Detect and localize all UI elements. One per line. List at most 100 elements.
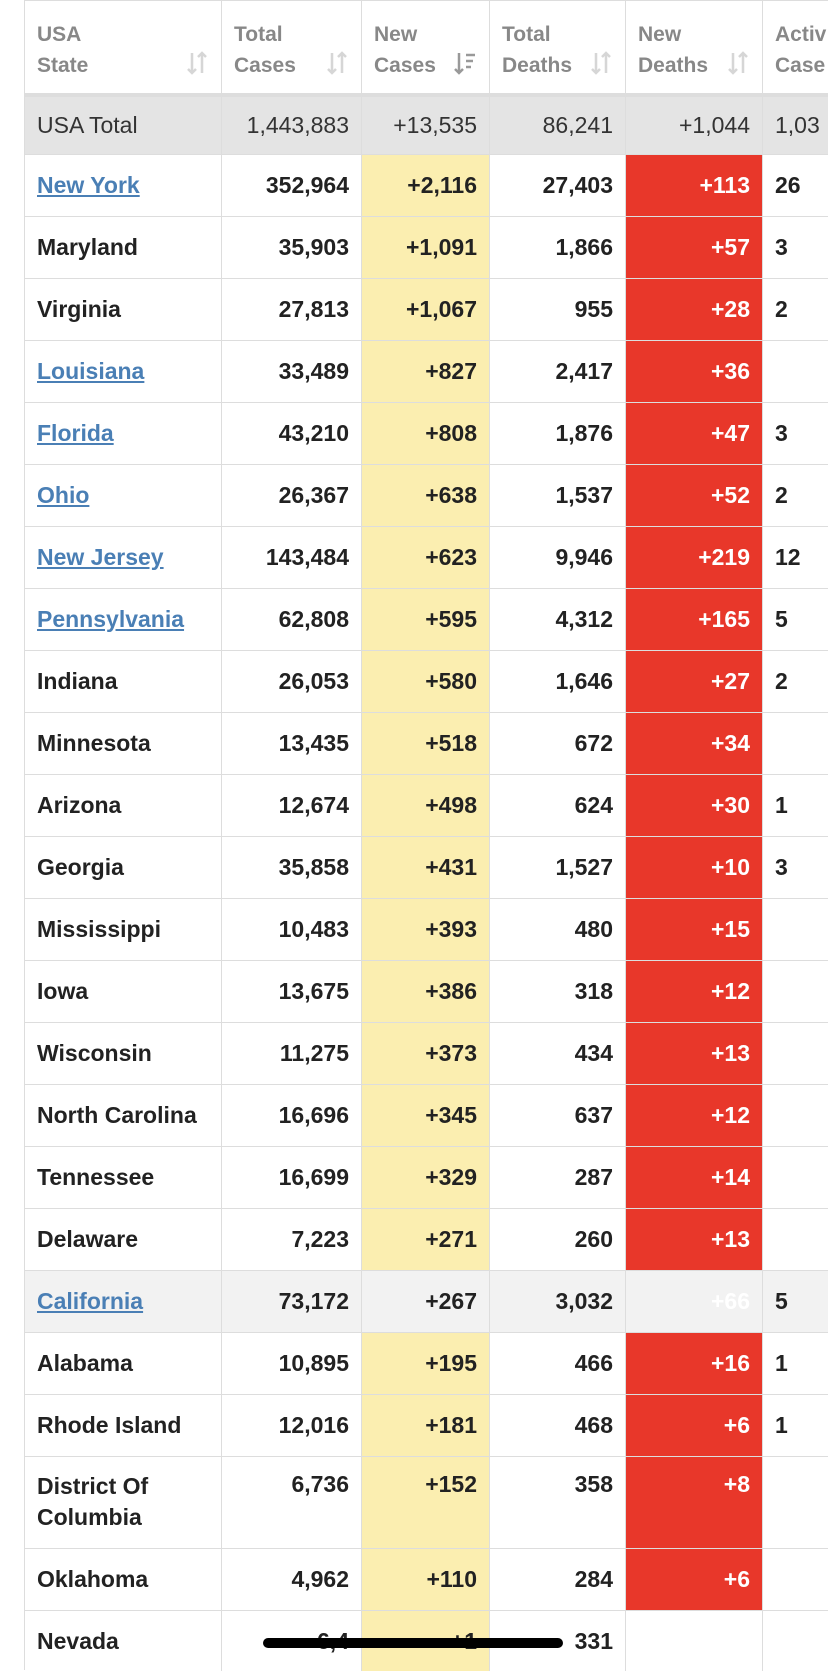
table-row-total-deaths: 358 (490, 1457, 626, 1549)
table-row-active-cases: 2 (763, 651, 828, 713)
table-row-state: Oklahoma (25, 1549, 222, 1611)
table-row-state: Nevada (25, 1611, 222, 1671)
header-new-cases[interactable]: New Cases (362, 1, 490, 97)
header-state[interactable]: USA State (25, 1, 222, 97)
table-row-state: Louisiana (25, 341, 222, 403)
total-total-cases: 1,443,883 (222, 97, 362, 155)
table-row-active-cases (763, 1209, 828, 1271)
table-row-total-cases: 26,053 (222, 651, 362, 713)
table-row-total-cases: 13,435 (222, 713, 362, 775)
state-name: North Carolina (37, 1102, 197, 1128)
total-total-deaths: 86,241 (490, 97, 626, 155)
table-row-new-deaths: +165 (626, 589, 763, 651)
table-row-new-deaths: +10 (626, 837, 763, 899)
table-row-total-cases: 62,808 (222, 589, 362, 651)
total-new-cases: +13,535 (362, 97, 490, 155)
table-row-total-deaths: 1,646 (490, 651, 626, 713)
table-row-new-cases: +386 (362, 961, 490, 1023)
header-total-deaths-line1: Total (502, 23, 551, 46)
table-row-new-deaths (626, 1611, 763, 1671)
covid-table: USA State Total Cases New Cases (25, 1, 828, 1671)
table-row-total-deaths: 9,946 (490, 527, 626, 589)
table-row-active-cases: 2 (763, 279, 828, 341)
table-row-new-deaths: +52 (626, 465, 763, 527)
table-row-new-deaths: +12 (626, 1085, 763, 1147)
header-total-cases[interactable]: Total Cases (222, 1, 362, 97)
table-row-total-cases: 143,484 (222, 527, 362, 589)
table-row-new-deaths: +66 (626, 1271, 763, 1333)
header-total-deaths[interactable]: Total Deaths (490, 1, 626, 97)
table-row-new-deaths: +6 (626, 1549, 763, 1611)
state-name: Virginia (37, 296, 121, 322)
table-row-new-cases: +638 (362, 465, 490, 527)
table-row-active-cases (763, 1147, 828, 1209)
table-row-total-deaths: 480 (490, 899, 626, 961)
header-total-cases-line1: Total (234, 23, 283, 46)
table-row-active-cases: 1 (763, 775, 828, 837)
state-link[interactable]: New York (37, 172, 140, 198)
header-total-cases-line2: Cases (234, 54, 296, 77)
table-row-new-cases: +110 (362, 1549, 490, 1611)
sort-icon[interactable] (185, 49, 209, 77)
state-name: Wisconsin (37, 1040, 152, 1066)
table-row-new-cases: +2,116 (362, 155, 490, 217)
table-row-total-cases: 4,962 (222, 1549, 362, 1611)
state-link[interactable]: Florida (37, 420, 114, 446)
table-row-total-cases: 12,016 (222, 1395, 362, 1457)
table-row-new-cases: +271 (362, 1209, 490, 1271)
table-row-state: Rhode Island (25, 1395, 222, 1457)
table-row-new-cases: +623 (362, 527, 490, 589)
state-link[interactable]: New Jersey (37, 544, 164, 570)
table-left-border (24, 0, 25, 1670)
sort-icon[interactable] (325, 49, 349, 77)
total-new-deaths: +1,044 (626, 97, 763, 155)
table-row-new-cases: +195 (362, 1333, 490, 1395)
table-row-active-cases (763, 1085, 828, 1147)
header-active-cases-line1: Activ (775, 23, 827, 46)
table-row-state: Florida (25, 403, 222, 465)
table-row-state: North Carolina (25, 1085, 222, 1147)
table-row-active-cases: 1 (763, 1395, 828, 1457)
table-row-new-cases: +498 (362, 775, 490, 837)
state-link[interactable]: Ohio (37, 482, 90, 508)
table-row-total-deaths: 1,866 (490, 217, 626, 279)
table-row-new-cases: +329 (362, 1147, 490, 1209)
table-row-total-deaths: 637 (490, 1085, 626, 1147)
state-link[interactable]: Louisiana (37, 358, 145, 384)
table-row-new-deaths: +113 (626, 155, 763, 217)
table-row-new-cases: +181 (362, 1395, 490, 1457)
table-row-new-cases: +1,067 (362, 279, 490, 341)
table-row-total-cases: 73,172 (222, 1271, 362, 1333)
table-row-total-deaths: 468 (490, 1395, 626, 1457)
header-new-deaths[interactable]: New Deaths (626, 1, 763, 97)
table-row-active-cases: 3 (763, 403, 828, 465)
state-link[interactable]: Pennsylvania (37, 606, 185, 632)
header-state-line2: State (37, 54, 89, 77)
table-row-state: Iowa (25, 961, 222, 1023)
table-row-active-cases: 2 (763, 465, 828, 527)
table-row-state: District Of Columbia (25, 1457, 222, 1549)
sort-icon[interactable] (726, 49, 750, 77)
table-row-total-deaths: 2,417 (490, 341, 626, 403)
table-row-new-cases: +1,091 (362, 217, 490, 279)
table-row-active-cases (763, 961, 828, 1023)
total-label: USA Total (25, 97, 222, 155)
table-row-new-deaths: +36 (626, 341, 763, 403)
table-row-active-cases (763, 713, 828, 775)
sort-icon[interactable] (589, 49, 613, 77)
table-row-total-deaths: 27,403 (490, 155, 626, 217)
header-new-deaths-line1: New (638, 23, 682, 46)
state-name: Iowa (37, 978, 89, 1004)
header-active-cases[interactable]: Activ Case (763, 1, 828, 97)
table-row-state: Virginia (25, 279, 222, 341)
table-row-total-cases: 27,813 (222, 279, 362, 341)
state-link[interactable]: California (37, 1288, 144, 1314)
table-row-new-deaths: +15 (626, 899, 763, 961)
table-row-state: Mississippi (25, 899, 222, 961)
table-row-total-cases: 352,964 (222, 155, 362, 217)
table-row-new-deaths: +219 (626, 527, 763, 589)
sort-desc-icon[interactable] (453, 49, 477, 77)
home-indicator[interactable] (263, 1638, 563, 1648)
state-name: Indiana (37, 668, 118, 694)
table-row-active-cases (763, 899, 828, 961)
